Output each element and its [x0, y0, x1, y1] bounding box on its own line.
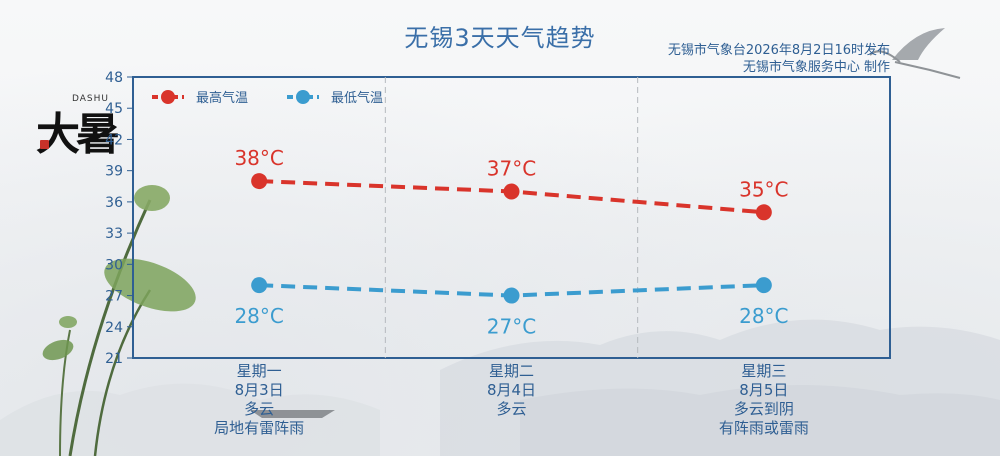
data-label: 28°C: [234, 304, 283, 328]
day-column: 星期一 8月3日 多云 局地有雷阵雨: [159, 362, 359, 438]
data-label: 27°C: [487, 315, 536, 339]
legend-label: 最低气温: [331, 90, 383, 106]
data-point: [755, 204, 772, 221]
y-tick-label: 27: [105, 289, 123, 305]
day-weather1: 多云: [496, 400, 527, 418]
y-tick-label: 33: [105, 226, 123, 242]
day-date: 8月4日: [486, 381, 537, 399]
lotus-leaf-small-icon: [42, 339, 74, 361]
publish-time: 无锡市气象台2026年8月2日16时发布: [667, 43, 890, 58]
data-point: [251, 173, 268, 190]
legend-marker: [296, 90, 310, 104]
mountain-front: [520, 385, 1000, 456]
solar-term-logo: 大暑: [36, 109, 120, 160]
legend-marker: [161, 90, 175, 104]
day-weather2: 有阵雨或雷雨: [718, 419, 809, 437]
day-date: 8月5日: [739, 381, 789, 399]
data-point: [755, 277, 772, 294]
lotus-stem-2: [93, 289, 152, 456]
y-tick-label: 45: [105, 101, 123, 117]
data-label: 28°C: [739, 304, 788, 328]
day-weekday: 星期二: [488, 362, 534, 380]
day-column: 星期三 8月5日 多云到阴 有阵雨或雷雨: [664, 362, 864, 438]
lotus-bud-icon: [134, 185, 170, 211]
data-label: 38°C: [234, 146, 283, 170]
day-weather2: 局地有雷阵雨: [214, 419, 305, 437]
y-tick-label: 21: [105, 351, 123, 367]
day-date: 8月3日: [234, 381, 284, 399]
day-column: 星期二 8月4日 多云: [412, 362, 612, 419]
publisher-info: 无锡市气象台2026年8月2日16时发布 无锡市气象服务中心 制作: [668, 42, 890, 76]
crane-icon: [869, 28, 961, 79]
plot-frame: [132, 76, 891, 359]
day-weather1: 多云到阴: [733, 400, 794, 418]
page-title: 无锡3天天气趋势: [404, 24, 596, 52]
data-label: 37°C: [487, 156, 536, 180]
day-weekday: 星期三: [741, 362, 787, 380]
y-tick-label: 42: [105, 132, 123, 148]
data-point: [503, 287, 520, 304]
data-label: 35°C: [739, 177, 788, 201]
legend-label: 最高气温: [196, 90, 248, 106]
mountain-left: [0, 383, 380, 456]
y-tick-label: 39: [105, 164, 123, 180]
y-tick-label: 24: [105, 320, 123, 336]
day-weather1: 多云: [244, 400, 275, 418]
data-point: [251, 277, 268, 294]
day-weekday: 星期一: [236, 362, 282, 380]
logo-latin: DASHU: [72, 94, 109, 104]
lotus-leaf-icon: [104, 258, 196, 312]
lotus-stem-1: [68, 199, 152, 456]
data-point: [503, 183, 520, 200]
lotus-leaf-tiny-icon: [59, 316, 77, 328]
boat-icon: [250, 410, 335, 418]
seal-stamp-icon: [40, 140, 49, 149]
producer: 无锡市气象服务中心 制作: [742, 60, 890, 75]
y-tick-label: 48: [105, 70, 123, 86]
y-tick-label: 36: [105, 195, 123, 211]
y-tick-label: 30: [105, 257, 123, 273]
